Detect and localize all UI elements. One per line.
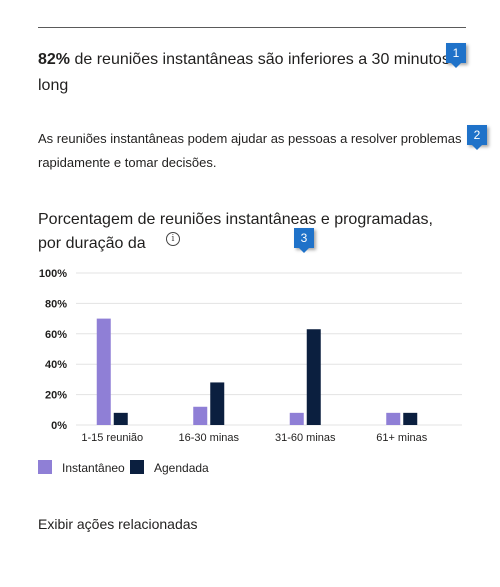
y-tick-label: 20% xyxy=(45,390,67,402)
description-text: As reuniões instantâneas podem ajudar as… xyxy=(38,131,462,170)
x-tick-label: 16-30 minas xyxy=(178,432,239,444)
y-tick-label: 80% xyxy=(45,298,67,310)
info-icon[interactable]: i xyxy=(166,232,180,246)
chart-title: Porcentagem de reuniões instantâneas e p… xyxy=(38,211,433,252)
bar-instant xyxy=(289,412,304,425)
legend-label-scheduled: Agendada xyxy=(154,461,209,475)
callout-badge-1: 1 xyxy=(446,43,466,68)
headline-text: de reuniões instantâneas são inferiores … xyxy=(38,51,450,94)
legend-swatch-instant xyxy=(38,460,52,474)
legend-swatch-scheduled xyxy=(130,460,144,474)
bar-instant xyxy=(96,318,111,425)
top-divider xyxy=(38,27,466,28)
callout-badge-2: 2 xyxy=(467,125,487,150)
y-tick-label: 100% xyxy=(39,268,67,280)
bar-scheduled xyxy=(113,412,128,425)
related-actions-link[interactable]: Exibir ações relacionadas xyxy=(38,516,198,532)
y-tick-label: 0% xyxy=(51,420,67,432)
headline-percent: 82% xyxy=(38,51,71,68)
y-tick-label: 60% xyxy=(45,329,67,341)
y-tick-label: 40% xyxy=(45,359,67,371)
x-tick-label: 61+ minas xyxy=(376,432,428,444)
bar-instant xyxy=(386,412,401,425)
headline: 82% de reuniões instantâneas são inferio… xyxy=(38,47,463,99)
bar-scheduled xyxy=(403,412,418,425)
bar-scheduled xyxy=(210,382,225,425)
legend-label-instant: Instantâneo xyxy=(62,461,125,475)
x-tick-label: 1-15 reunião xyxy=(81,432,143,444)
bar-instant xyxy=(193,406,208,425)
callout-badge-3: 3 xyxy=(294,228,314,253)
x-tick-label: 31-60 minas xyxy=(275,432,336,444)
bar-chart: 100% 80% 60% 40% 20% 0% 1-15 reunião 16-30 mina… xyxy=(39,268,462,444)
bar-scheduled xyxy=(306,329,321,425)
